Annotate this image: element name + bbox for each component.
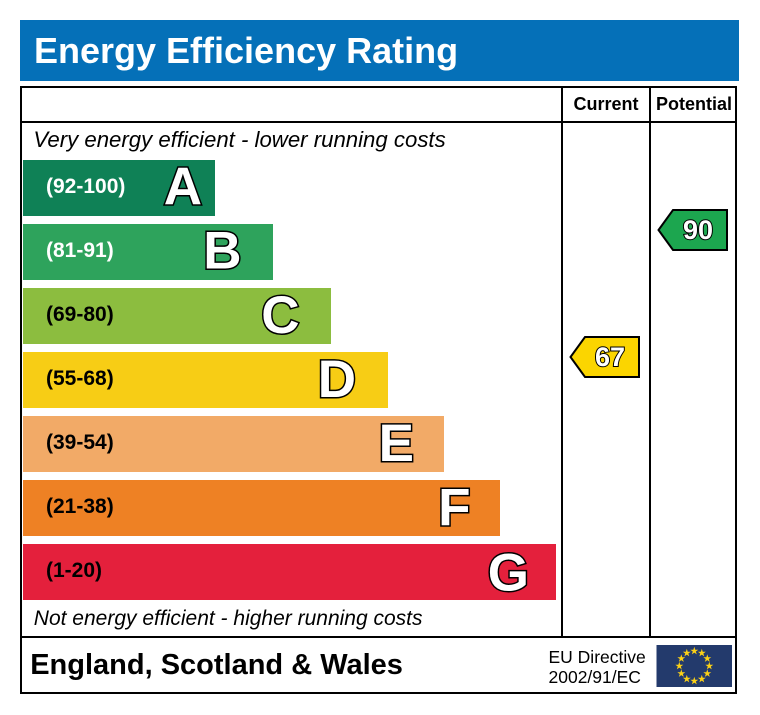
svg-text:90: 90 [683,215,713,245]
svg-text:G: G [488,544,529,603]
svg-text:C: C [261,286,299,345]
svg-text:67: 67 [595,342,625,372]
svg-text:B: B [203,222,241,281]
svg-text:D: D [318,350,356,409]
svg-text:A: A [164,158,202,217]
svg-text:E: E [379,414,414,473]
svg-text:F: F [438,479,470,538]
